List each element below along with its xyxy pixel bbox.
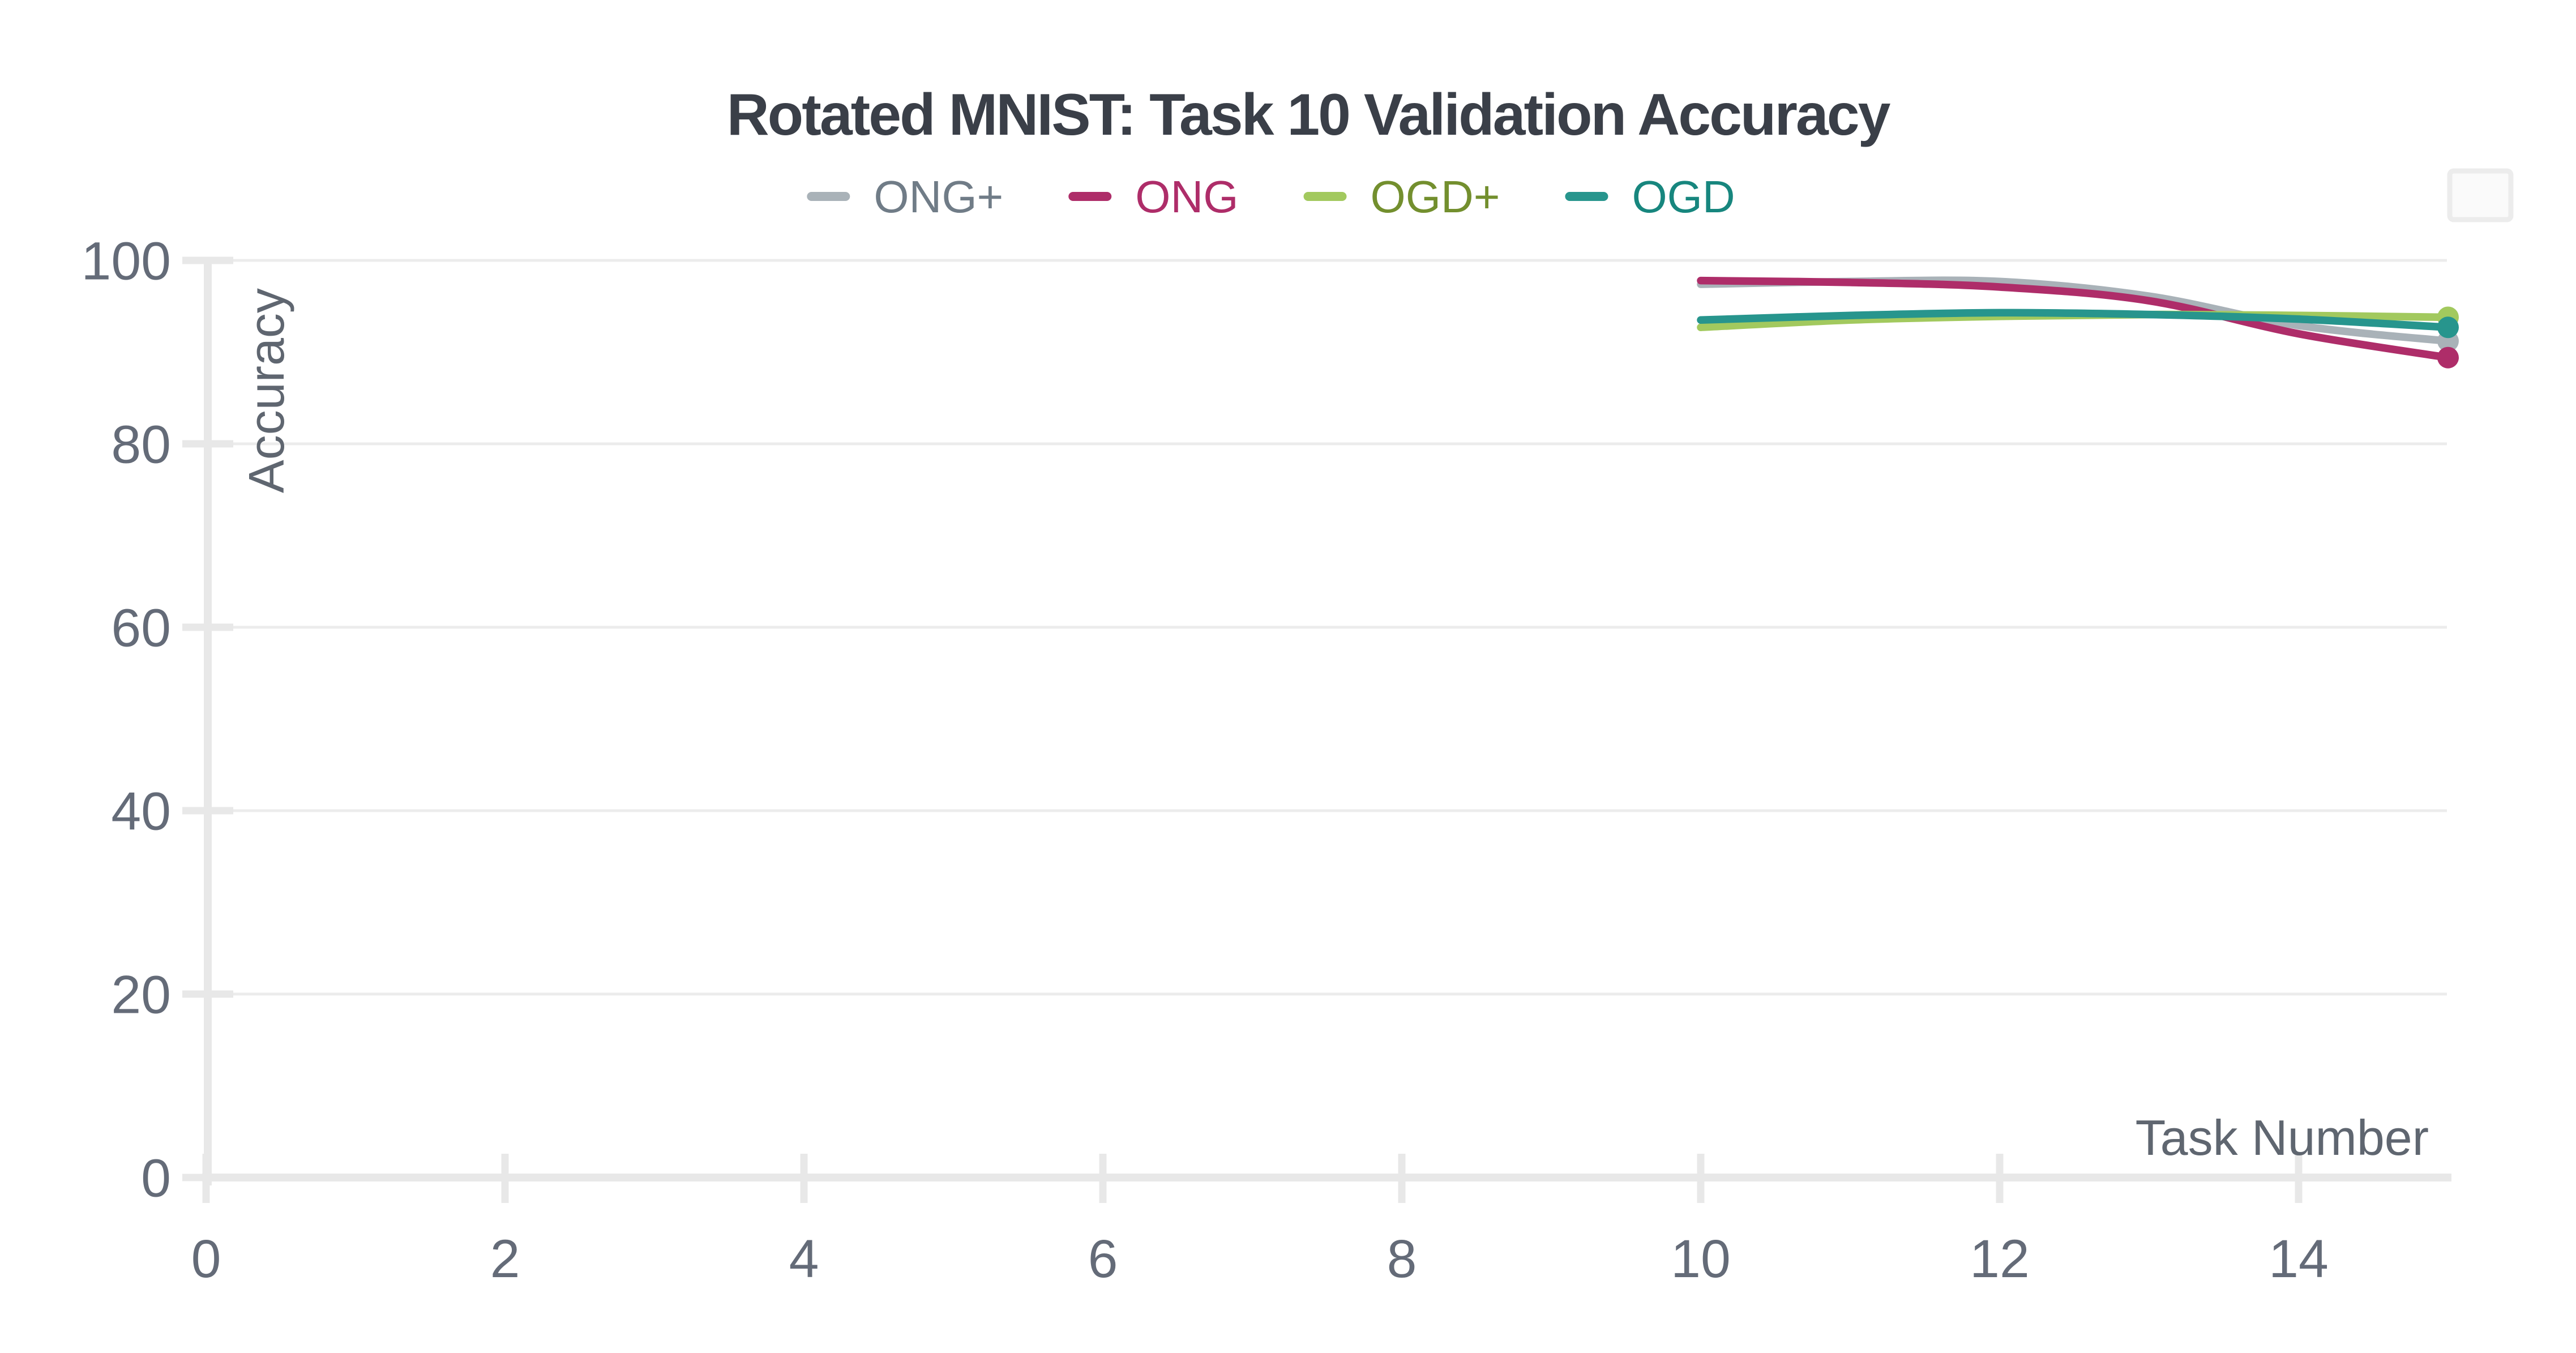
y-tick-40 xyxy=(182,807,233,815)
series-line-ONG[interactable] xyxy=(1697,276,2452,362)
legend-label-ONG+: ONG+ xyxy=(874,172,1003,222)
x-tick-labels: 0 2 4 6 8 10 12 14 xyxy=(191,1229,2329,1289)
y-tick-label-80: 80 xyxy=(111,414,171,474)
legend-item-ONG[interactable]: ONG xyxy=(1068,172,1239,222)
series-lines xyxy=(1697,276,2459,369)
x-tick-label-12: 12 xyxy=(1970,1229,2030,1289)
gridlines xyxy=(206,259,2447,996)
x-axis-label: Task Number xyxy=(2136,1110,2429,1166)
y-tick-labels: 0 20 40 60 80 100 xyxy=(81,231,171,1208)
x-tick-12 xyxy=(1996,1154,2004,1203)
x-tick-label-14: 14 xyxy=(2269,1229,2329,1289)
x-tick-2 xyxy=(501,1154,509,1203)
x-tick-4 xyxy=(800,1154,808,1203)
series-line-OGD[interactable] xyxy=(1697,309,2452,332)
x-tick-label-8: 8 xyxy=(1387,1229,1417,1289)
x-tick-14 xyxy=(2295,1154,2303,1203)
y-axis-line xyxy=(204,258,212,1185)
x-tick-6 xyxy=(1099,1154,1107,1203)
x-axis-line xyxy=(202,1174,2451,1181)
x-tick-label-4: 4 xyxy=(789,1229,819,1289)
x-tick-label-10: 10 xyxy=(1671,1229,1731,1289)
legend-label-OGD+: OGD+ xyxy=(1371,172,1500,222)
x-tick-label-2: 2 xyxy=(490,1229,520,1289)
x-tick-0 xyxy=(202,1154,210,1203)
tick-marks xyxy=(182,256,2303,1203)
y-tick-label-0: 0 xyxy=(141,1148,171,1208)
x-tick-label-0: 0 xyxy=(191,1229,221,1289)
legend-item-OGD[interactable]: OGD xyxy=(1565,172,1735,222)
x-tick-8 xyxy=(1398,1154,1406,1203)
legend-swatch-OGD xyxy=(1565,192,1608,201)
legend-item-ONG+[interactable]: ONG+ xyxy=(807,172,1003,222)
legend: ONG+ ONG OGD+ OGD xyxy=(807,172,1735,222)
y-tick-label-40: 40 xyxy=(111,781,171,841)
chart-title: Rotated MNIST: Task 10 Validation Accura… xyxy=(727,82,1891,148)
toolbar-button[interactable] xyxy=(2447,168,2514,222)
y-tick-100 xyxy=(182,256,233,264)
y-tick-80 xyxy=(182,440,233,448)
y-axis-label: Accuracy xyxy=(238,288,294,493)
y-tick-label-60: 60 xyxy=(111,598,171,658)
y-tick-label-20: 20 xyxy=(111,965,171,1025)
legend-swatch-ONG+ xyxy=(807,192,850,201)
y-tick-label-100: 100 xyxy=(81,231,171,291)
legend-swatch-OGD+ xyxy=(1303,192,1347,201)
y-tick-20 xyxy=(182,990,233,998)
series-end-marker-ONG xyxy=(2437,346,2459,369)
legend-label-ONG: ONG xyxy=(1135,172,1238,222)
legend-item-OGD+[interactable]: OGD+ xyxy=(1303,172,1500,222)
legend-swatch-ONG xyxy=(1068,192,1112,201)
legend-label-OGD: OGD xyxy=(1632,172,1735,222)
y-tick-60 xyxy=(182,623,233,631)
series-end-marker-OGD xyxy=(2437,316,2459,339)
x-tick-10 xyxy=(1697,1154,1705,1203)
x-tick-label-6: 6 xyxy=(1088,1229,1118,1289)
axis-lines xyxy=(202,258,2451,1185)
